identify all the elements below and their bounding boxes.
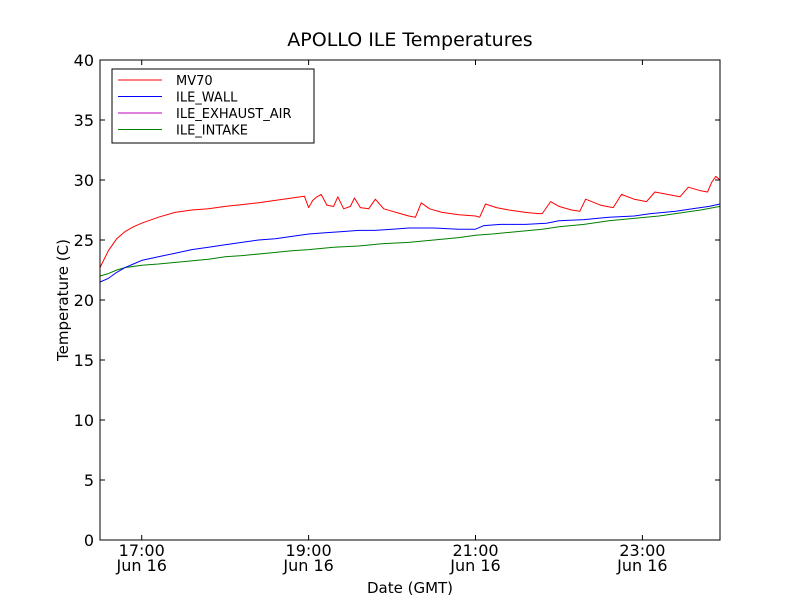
x-tick-label-date: Jun 16 — [115, 556, 166, 575]
legend-label-ile-intake: ILE_INTAKE — [176, 124, 248, 139]
y-tick-label: 0 — [84, 531, 94, 550]
x-tick-label-time: 21:00 — [452, 541, 498, 560]
y-tick-label: 20 — [74, 291, 94, 310]
series-line-mv70 — [99, 175, 721, 268]
x-tick-label-time: 17:00 — [119, 541, 165, 560]
chart-title: APOLLO ILE Temperatures — [287, 29, 532, 51]
legend-box — [111, 68, 315, 144]
y-tick-label: 25 — [74, 231, 94, 250]
y-tick-label: 5 — [84, 471, 94, 490]
x-tick-label-time: 23:00 — [619, 541, 665, 560]
y-tick-label: 35 — [74, 111, 94, 130]
y-tick-label: 15 — [74, 351, 94, 370]
y-tick-label: 30 — [74, 171, 94, 190]
legend-label-ile-exhaust-air: ILE_EXHAUST_AIR — [176, 107, 292, 122]
legend-label-ile-wall: ILE_WALL — [176, 91, 238, 106]
y-axis-label: Temperature (C) — [54, 239, 72, 362]
series-line-ile-intake — [99, 205, 721, 277]
x-tick-label-date: Jun 16 — [449, 556, 500, 575]
legend-label-mv70: MV70 — [176, 74, 213, 89]
x-tick-label-date: Jun 16 — [282, 556, 333, 575]
x-tick-label-date: Jun 16 — [616, 556, 667, 575]
series-line-ile-wall — [99, 203, 721, 283]
plot-frame — [99, 59, 721, 541]
x-tick-label-time: 19:00 — [286, 541, 332, 560]
y-tick-label: 10 — [74, 411, 94, 430]
series-layer — [99, 175, 721, 283]
x-axis-label: Date (GMT) — [367, 579, 453, 597]
y-tick-label: 40 — [74, 51, 94, 70]
